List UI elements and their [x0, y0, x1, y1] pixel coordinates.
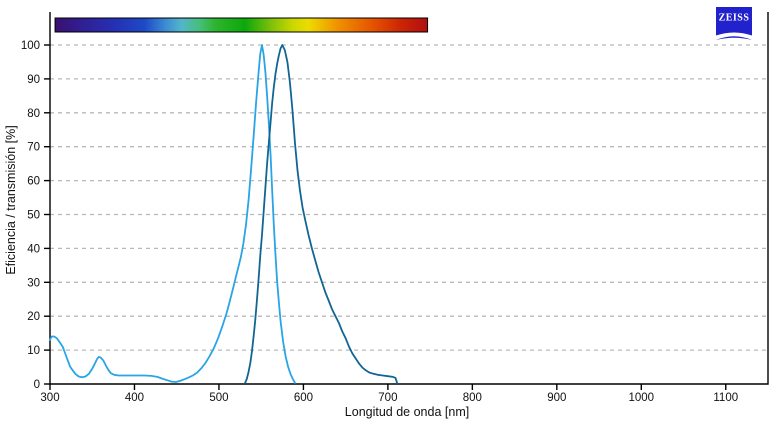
x-tick-label-500: 500	[209, 392, 228, 404]
x-tick-label-900: 900	[547, 392, 566, 404]
y-tick-label-20: 20	[27, 311, 40, 323]
y-tick-label-30: 30	[27, 277, 40, 289]
y-tick-label-40: 40	[27, 243, 40, 255]
spectrum-bar-group	[54, 17, 429, 33]
gridlines-group	[50, 44, 768, 351]
y-tick-label-80: 80	[27, 108, 40, 120]
axes-group: 0 10 20 30 40 50 60 70 80 90 100 300 400 500 600 700 800…	[21, 12, 769, 404]
y-axis-title: Eficiencia / transmisión [%]	[4, 125, 18, 274]
y-tick-label-10: 10	[27, 345, 40, 357]
curves-group	[49, 44, 399, 385]
curve_light_blue	[49, 44, 296, 384]
x-tick-label-1000: 1000	[628, 392, 654, 404]
curve_dark_blue	[244, 44, 399, 385]
y-tick-label-0: 0	[34, 379, 40, 391]
x-tick-label-600: 600	[294, 392, 313, 404]
x-tick-label-700: 700	[378, 392, 397, 404]
y-tick-label-90: 90	[27, 74, 40, 86]
x-axis-title: Longitud de onda [nm]	[345, 405, 469, 419]
visible-spectrum-bar	[54, 17, 429, 33]
x-tick-label-400: 400	[125, 392, 144, 404]
x-tick-label-800: 800	[463, 392, 482, 404]
zeiss-logo-text: ZEISS	[719, 13, 750, 24]
zeiss-logo: ZEISS	[716, 7, 752, 40]
zeiss-logo-crescent	[716, 36, 752, 40]
x-tick-label-1100: 1100	[713, 392, 738, 404]
y-tick-label-70: 70	[27, 142, 40, 154]
y-tick-label-60: 60	[27, 176, 40, 188]
x-tick-label-300: 300	[40, 392, 59, 404]
y-tick-label-50: 50	[27, 210, 40, 222]
zeiss-logo-body	[716, 7, 752, 36]
y-tick-label-100: 100	[21, 40, 40, 52]
axes-frame	[49, 12, 769, 385]
